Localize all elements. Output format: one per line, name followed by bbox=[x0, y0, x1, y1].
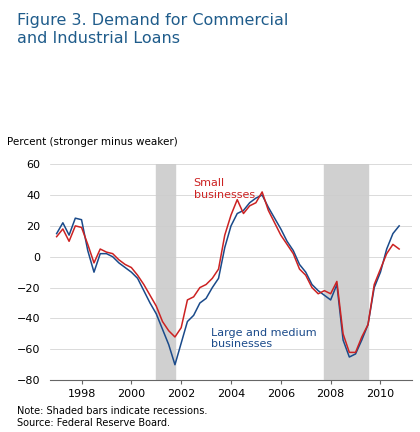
Text: Figure 3. Demand for Commercial
and Industrial Loans: Figure 3. Demand for Commercial and Indu… bbox=[17, 13, 288, 46]
Text: Large and medium
businesses: Large and medium businesses bbox=[211, 328, 317, 349]
Text: Small
businesses: Small businesses bbox=[194, 178, 255, 200]
Bar bbox=[324, 164, 368, 380]
Text: Note: Shaded bars indicate recessions.
Source: Federal Reserve Board.: Note: Shaded bars indicate recessions. S… bbox=[17, 406, 207, 428]
Text: Percent (stronger minus weaker): Percent (stronger minus weaker) bbox=[7, 137, 178, 147]
Bar bbox=[156, 164, 175, 380]
